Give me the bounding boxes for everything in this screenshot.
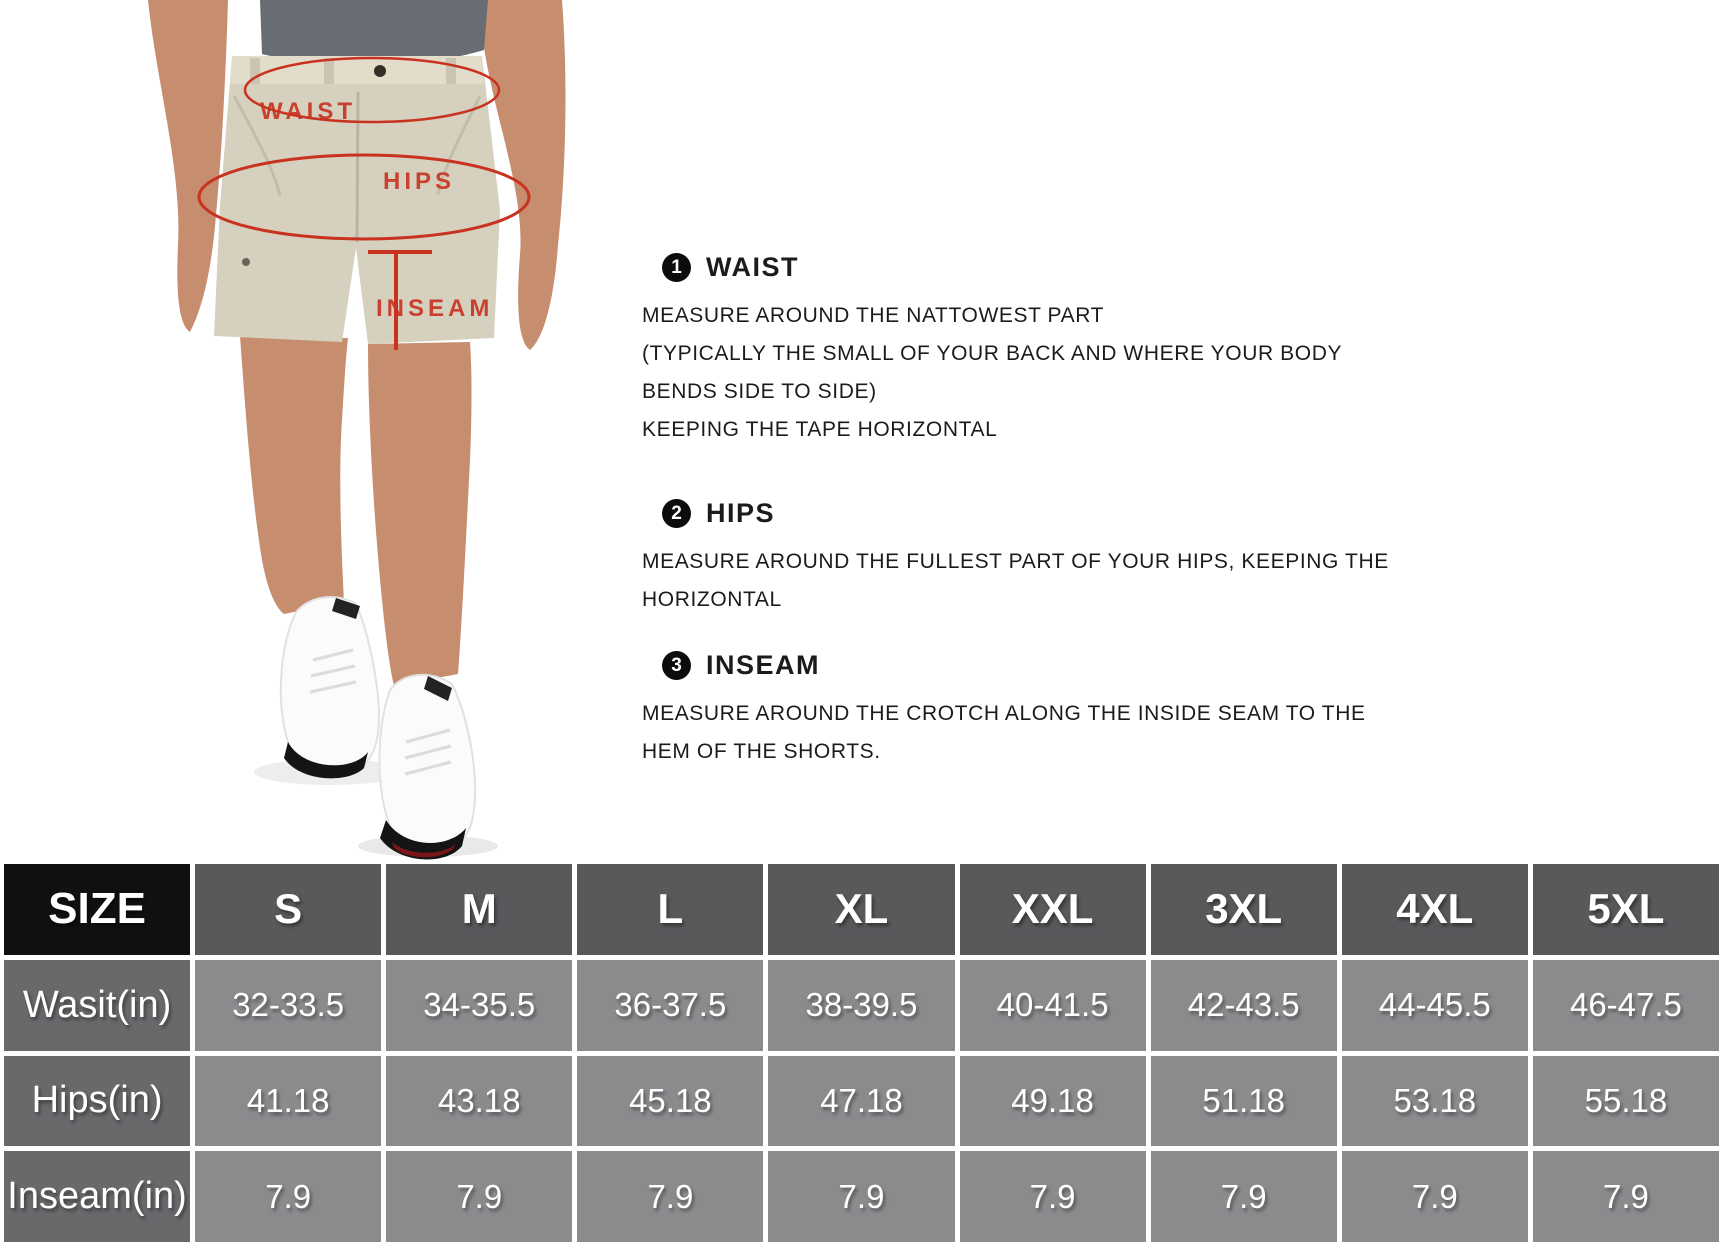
size-column-header: L bbox=[577, 864, 764, 955]
row-label-cell: Hips(in) bbox=[4, 1055, 191, 1147]
size-value-cell: 46-47.5 bbox=[1532, 959, 1719, 1051]
instruction-section: 2 HIPS MEASURE AROUND THE FULLEST PART OF … bbox=[642, 498, 1442, 619]
instruction-title: HIPS bbox=[706, 498, 776, 528]
size-value-cell: 53.18 bbox=[1341, 1055, 1528, 1147]
waist-annotation-label: WAIST bbox=[260, 98, 356, 125]
size-column-header: 3XL bbox=[1150, 864, 1337, 955]
hips-annotation-label: HIPS bbox=[383, 168, 456, 195]
right-shoe-laces bbox=[404, 728, 452, 776]
size-column-header: 4XL bbox=[1341, 864, 1528, 955]
instruction-title: INSEAM bbox=[706, 650, 821, 680]
instruction-line: (TYPICALLY THE SMALL OF YOUR BACK AND WH… bbox=[642, 342, 1343, 365]
size-value-cell: 7.9 bbox=[386, 1151, 573, 1242]
size-value-cell: 34-35.5 bbox=[386, 959, 573, 1051]
size-value-cell: 7.9 bbox=[1341, 1151, 1528, 1242]
size-value-cell: 7.9 bbox=[959, 1151, 1146, 1242]
instruction-heading: 2 HIPS bbox=[642, 498, 1442, 529]
row-label-cell: Wasit(in) bbox=[4, 959, 191, 1051]
size-value-cell: 55.18 bbox=[1532, 1055, 1719, 1147]
size-chart-table: SIZE S M L XL XXL 3XL 4XL 5XL Wasit(in) 32-33.5 34-… bbox=[0, 860, 1723, 1246]
pocket-seam bbox=[232, 95, 282, 197]
size-value-cell: 44-45.5 bbox=[1341, 959, 1528, 1051]
instruction-heading: 3 INSEAM bbox=[642, 650, 1442, 681]
inseam-annotation-label: INSEAM bbox=[376, 295, 494, 322]
waist-measure-ellipse bbox=[243, 56, 501, 124]
size-column-header: S bbox=[195, 864, 382, 955]
instruction-line: KEEPING THE TAPE HORIZONTAL bbox=[642, 418, 998, 441]
instruction-section: 1 WAIST MEASURE AROUND THE NATTOWEST PART (… bbox=[642, 252, 1442, 449]
size-value-cell: 47.18 bbox=[768, 1055, 955, 1147]
size-column-header: XXL bbox=[959, 864, 1146, 955]
size-value-cell: 32-33.5 bbox=[195, 959, 382, 1051]
belt-loop bbox=[446, 58, 456, 84]
left-shoe bbox=[279, 596, 381, 774]
inseam-measure-line bbox=[368, 250, 432, 350]
step-number-badge: 3 bbox=[662, 651, 691, 680]
instruction-line: HEM OF THE SHORTS. bbox=[642, 740, 881, 763]
shirt bbox=[260, 0, 488, 65]
hips-measure-ellipse bbox=[197, 153, 531, 241]
instruction-line: MEASURE AROUND THE CROTCH ALONG THE INSI… bbox=[642, 702, 1366, 725]
right-shoe-sole-accent bbox=[392, 842, 456, 858]
right-leg bbox=[368, 342, 472, 686]
size-value-cell: 7.9 bbox=[1150, 1151, 1337, 1242]
left-shoe-tab bbox=[332, 598, 360, 619]
size-value-cell: 38-39.5 bbox=[768, 959, 955, 1051]
size-header-cell: SIZE bbox=[4, 864, 191, 955]
size-value-cell: 40-41.5 bbox=[959, 959, 1146, 1051]
belt-loop bbox=[324, 58, 334, 84]
size-value-cell: 45.18 bbox=[577, 1055, 764, 1147]
size-value-cell: 43.18 bbox=[386, 1055, 573, 1147]
size-value-cell: 7.9 bbox=[768, 1151, 955, 1242]
fly-seam bbox=[355, 91, 360, 243]
instruction-heading: 1 WAIST bbox=[642, 252, 1442, 283]
size-value-cell: 7.9 bbox=[1532, 1151, 1719, 1242]
size-value-cell: 49.18 bbox=[959, 1055, 1146, 1147]
left-leg bbox=[240, 336, 348, 614]
size-value-cell: 42-43.5 bbox=[1150, 959, 1337, 1051]
step-number-badge: 1 bbox=[662, 253, 691, 282]
belt-loop bbox=[250, 58, 260, 84]
row-label-cell: Inseam(in) bbox=[4, 1151, 191, 1242]
instruction-section: 3 INSEAM MEASURE AROUND THE CROTCH ALONG T… bbox=[642, 650, 1442, 771]
size-column-header: 5XL bbox=[1532, 864, 1719, 955]
waistband bbox=[230, 56, 484, 84]
instruction-line: MEASURE AROUND THE NATTOWEST PART bbox=[642, 304, 1105, 327]
zipper-pull bbox=[242, 258, 250, 266]
left-arm bbox=[148, 0, 228, 332]
left-shoe-laces bbox=[309, 648, 357, 694]
right-shoe-tab bbox=[424, 676, 452, 701]
instruction-line: MEASURE AROUND THE FULLEST PART OF YOUR … bbox=[642, 550, 1389, 573]
size-value-cell: 7.9 bbox=[195, 1151, 382, 1242]
size-value-cell: 7.9 bbox=[577, 1151, 764, 1242]
step-number-badge: 2 bbox=[662, 499, 691, 528]
waist-button bbox=[374, 65, 386, 77]
size-value-cell: 41.18 bbox=[195, 1055, 382, 1147]
left-shoe-sole bbox=[284, 742, 368, 779]
size-column-header: M bbox=[386, 864, 573, 955]
size-value-cell: 36-37.5 bbox=[577, 959, 764, 1051]
model-photo: WAIST HIPS INSEAM bbox=[128, 0, 578, 860]
right-shoe bbox=[378, 673, 477, 850]
model-illustration bbox=[148, 0, 566, 860]
instruction-line: BENDS SIDE TO SIDE) bbox=[642, 380, 877, 403]
instruction-line: HORIZONTAL bbox=[642, 588, 782, 611]
right-arm bbox=[480, 0, 566, 350]
instruction-title: WAIST bbox=[706, 252, 799, 282]
size-column-header: XL bbox=[768, 864, 955, 955]
size-value-cell: 51.18 bbox=[1150, 1055, 1337, 1147]
